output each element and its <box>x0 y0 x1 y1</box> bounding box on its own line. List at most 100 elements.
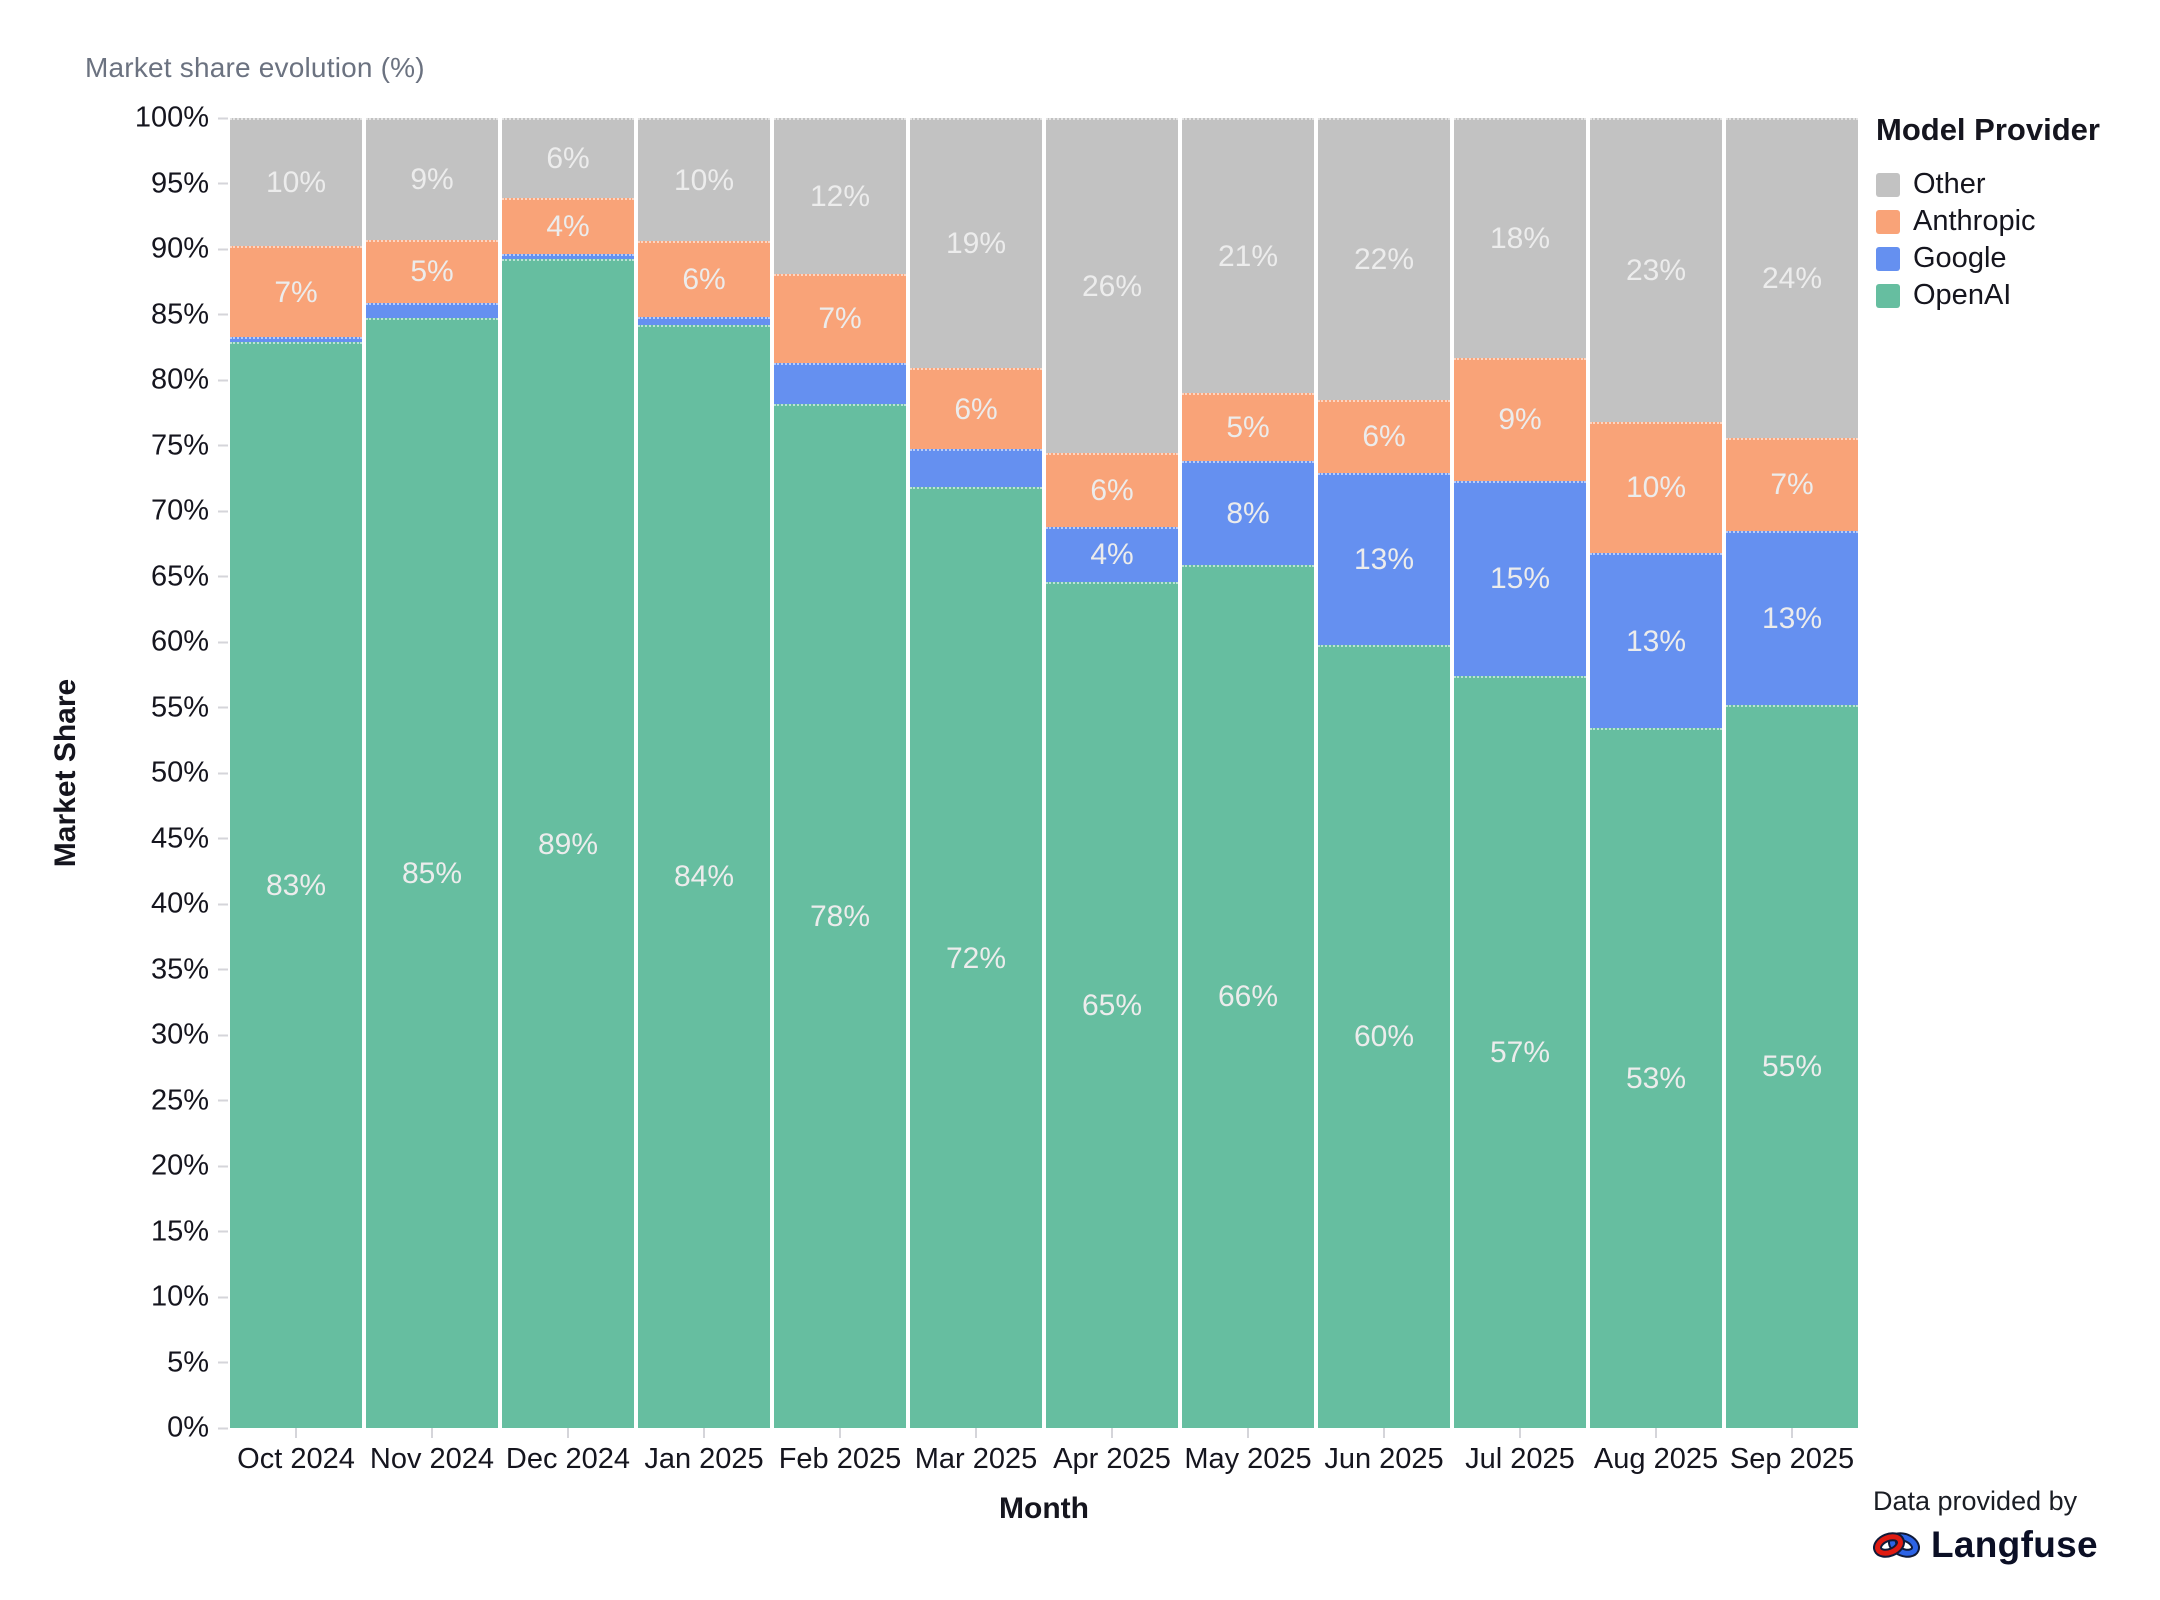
bar-segment-other[interactable]: 10% <box>230 118 362 247</box>
bar-segment-anthropic[interactable]: 5% <box>366 239 498 303</box>
y-tick-40: 40% <box>0 888 228 921</box>
bar-segment-openai[interactable]: 55% <box>1726 704 1858 1428</box>
y-tick-mark <box>218 182 228 185</box>
bar-segment-other[interactable]: 22% <box>1318 118 1450 400</box>
bar-segment-google[interactable] <box>638 317 770 325</box>
bar-segment-openai[interactable]: 89% <box>502 259 634 1428</box>
y-tick-label: 75% <box>150 429 209 461</box>
bar-segment-google[interactable] <box>502 254 634 260</box>
bar-segment-anthropic[interactable]: 6% <box>910 368 1042 450</box>
legend-item-other[interactable]: Other <box>1876 166 2156 203</box>
bar-segment-openai[interactable]: 57% <box>1454 676 1586 1428</box>
y-tick-label: 65% <box>150 560 209 592</box>
legend-item-anthropic[interactable]: Anthropic <box>1876 203 2156 240</box>
bar-segment-anthropic[interactable]: 6% <box>638 241 770 318</box>
segment-value-label: 85% <box>401 857 463 891</box>
bar-segment-anthropic[interactable]: 6% <box>1318 399 1450 474</box>
y-tick-mark <box>218 903 228 905</box>
bar-segment-other[interactable]: 10% <box>638 118 770 242</box>
segment-value-label: 7% <box>274 275 318 309</box>
bar-segment-other[interactable]: 9% <box>366 118 498 240</box>
bar-segment-openai[interactable]: 66% <box>1182 564 1314 1428</box>
bar-segment-anthropic[interactable]: 5% <box>1182 393 1314 462</box>
x-tick-label: May 2025 <box>1184 1443 1312 1475</box>
bar-may-2025: 66% 8% 5% 21% <box>1182 118 1314 1428</box>
bar-segment-other[interactable]: 19% <box>910 118 1042 369</box>
bar-feb-2025: 78% 7% 12% <box>774 118 906 1428</box>
legend-item-openai[interactable]: OpenAI <box>1876 277 2156 314</box>
bar-segment-other[interactable]: 12% <box>774 118 906 274</box>
y-tick-label: 90% <box>150 232 209 265</box>
bar-segment-anthropic[interactable]: 10% <box>1590 421 1722 553</box>
bar-segment-google[interactable]: 15% <box>1454 480 1586 677</box>
y-tick-label: 25% <box>150 1084 209 1116</box>
segment-value-label: 89% <box>537 827 599 861</box>
y-tick-45: 45% <box>0 822 228 855</box>
x-tick-oct-2024: Oct 2024 <box>230 1428 362 1476</box>
y-tick-label: 45% <box>150 822 209 854</box>
bar-segment-google[interactable] <box>366 302 498 319</box>
x-tick-jun-2025: Jun 2025 <box>1318 1428 1450 1476</box>
bar-segment-other[interactable]: 26% <box>1046 118 1178 454</box>
bar-segment-google[interactable]: 13% <box>1318 473 1450 645</box>
segment-value-label: 5% <box>1226 411 1270 445</box>
attribution-text: Data provided by <box>1873 1486 2078 1516</box>
bar-segment-google[interactable] <box>230 336 362 343</box>
segment-value-label: 6% <box>1090 474 1134 508</box>
y-tick-label: 20% <box>150 1149 209 1182</box>
legend-item-google[interactable]: Google <box>1876 240 2156 277</box>
segment-value-label: 24% <box>1761 261 1823 295</box>
bar-segment-google[interactable] <box>774 362 906 404</box>
bar-segment-anthropic[interactable]: 6% <box>1046 453 1178 527</box>
bar-segment-other[interactable]: 23% <box>1590 118 1722 422</box>
bar-segment-anthropic[interactable]: 7% <box>774 273 906 363</box>
bar-segment-google[interactable]: 13% <box>1590 552 1722 729</box>
y-tick-mark <box>218 248 228 250</box>
bar-segment-google[interactable]: 13% <box>1726 530 1858 705</box>
x-tick-mark <box>839 1428 841 1438</box>
x-tick-mark <box>1519 1428 1521 1438</box>
bar-segment-other[interactable]: 6% <box>502 118 634 198</box>
bar-segment-anthropic[interactable]: 4% <box>502 197 634 255</box>
bar-segment-openai[interactable]: 85% <box>366 318 498 1428</box>
segment-value-label: 10% <box>265 166 327 200</box>
segment-value-label: 6% <box>682 263 726 297</box>
x-tick-feb-2025: Feb 2025 <box>774 1428 906 1476</box>
segment-value-label: 19% <box>945 227 1007 261</box>
y-tick-mark <box>218 313 228 316</box>
bar-segment-openai[interactable]: 83% <box>230 342 362 1428</box>
segment-value-label: 4% <box>546 210 590 244</box>
y-tick-mark <box>218 1361 228 1364</box>
bar-segment-other[interactable]: 24% <box>1726 118 1858 438</box>
bar-segment-other[interactable]: 21% <box>1182 118 1314 394</box>
bar-segment-other[interactable]: 18% <box>1454 118 1586 358</box>
bar-segment-openai[interactable]: 78% <box>774 403 906 1428</box>
legend: Model Provider Other Anthropic Google OpenA… <box>1876 112 2156 314</box>
y-tick-25: 25% <box>0 1084 228 1117</box>
y-tick-mark <box>218 510 228 512</box>
bar-segment-google[interactable]: 8% <box>1182 461 1314 565</box>
segment-value-label: 10% <box>1625 471 1687 505</box>
bar-sep-2025: 55% 13% 7% 24% <box>1726 118 1858 1428</box>
x-tick-mark <box>1655 1428 1657 1438</box>
bar-segment-anthropic[interactable]: 7% <box>230 246 362 337</box>
bar-segment-openai[interactable]: 72% <box>910 487 1042 1428</box>
bar-segment-google[interactable]: 4% <box>1046 526 1178 582</box>
bar-segment-openai[interactable]: 84% <box>638 324 770 1428</box>
bar-segment-anthropic[interactable]: 9% <box>1454 357 1586 481</box>
x-tick-nov-2024: Nov 2024 <box>366 1428 498 1476</box>
segment-value-label: 7% <box>818 302 862 336</box>
bar-segment-openai[interactable]: 65% <box>1046 581 1178 1428</box>
segment-value-label: 6% <box>954 392 998 426</box>
y-tick-label: 30% <box>150 1018 209 1051</box>
x-axis-title: Month <box>999 1492 1089 1525</box>
segment-value-label: 10% <box>673 163 735 197</box>
y-tick-mark <box>218 1034 228 1036</box>
bar-segment-google[interactable] <box>910 449 1042 488</box>
bar-segment-openai[interactable]: 53% <box>1590 728 1722 1428</box>
bar-segment-openai[interactable]: 60% <box>1318 644 1450 1428</box>
x-tick-sep-2025: Sep 2025 <box>1726 1428 1858 1476</box>
y-tick-15: 15% <box>0 1215 228 1248</box>
bar-segment-anthropic[interactable]: 7% <box>1726 437 1858 531</box>
y-tick-mark <box>218 837 228 840</box>
